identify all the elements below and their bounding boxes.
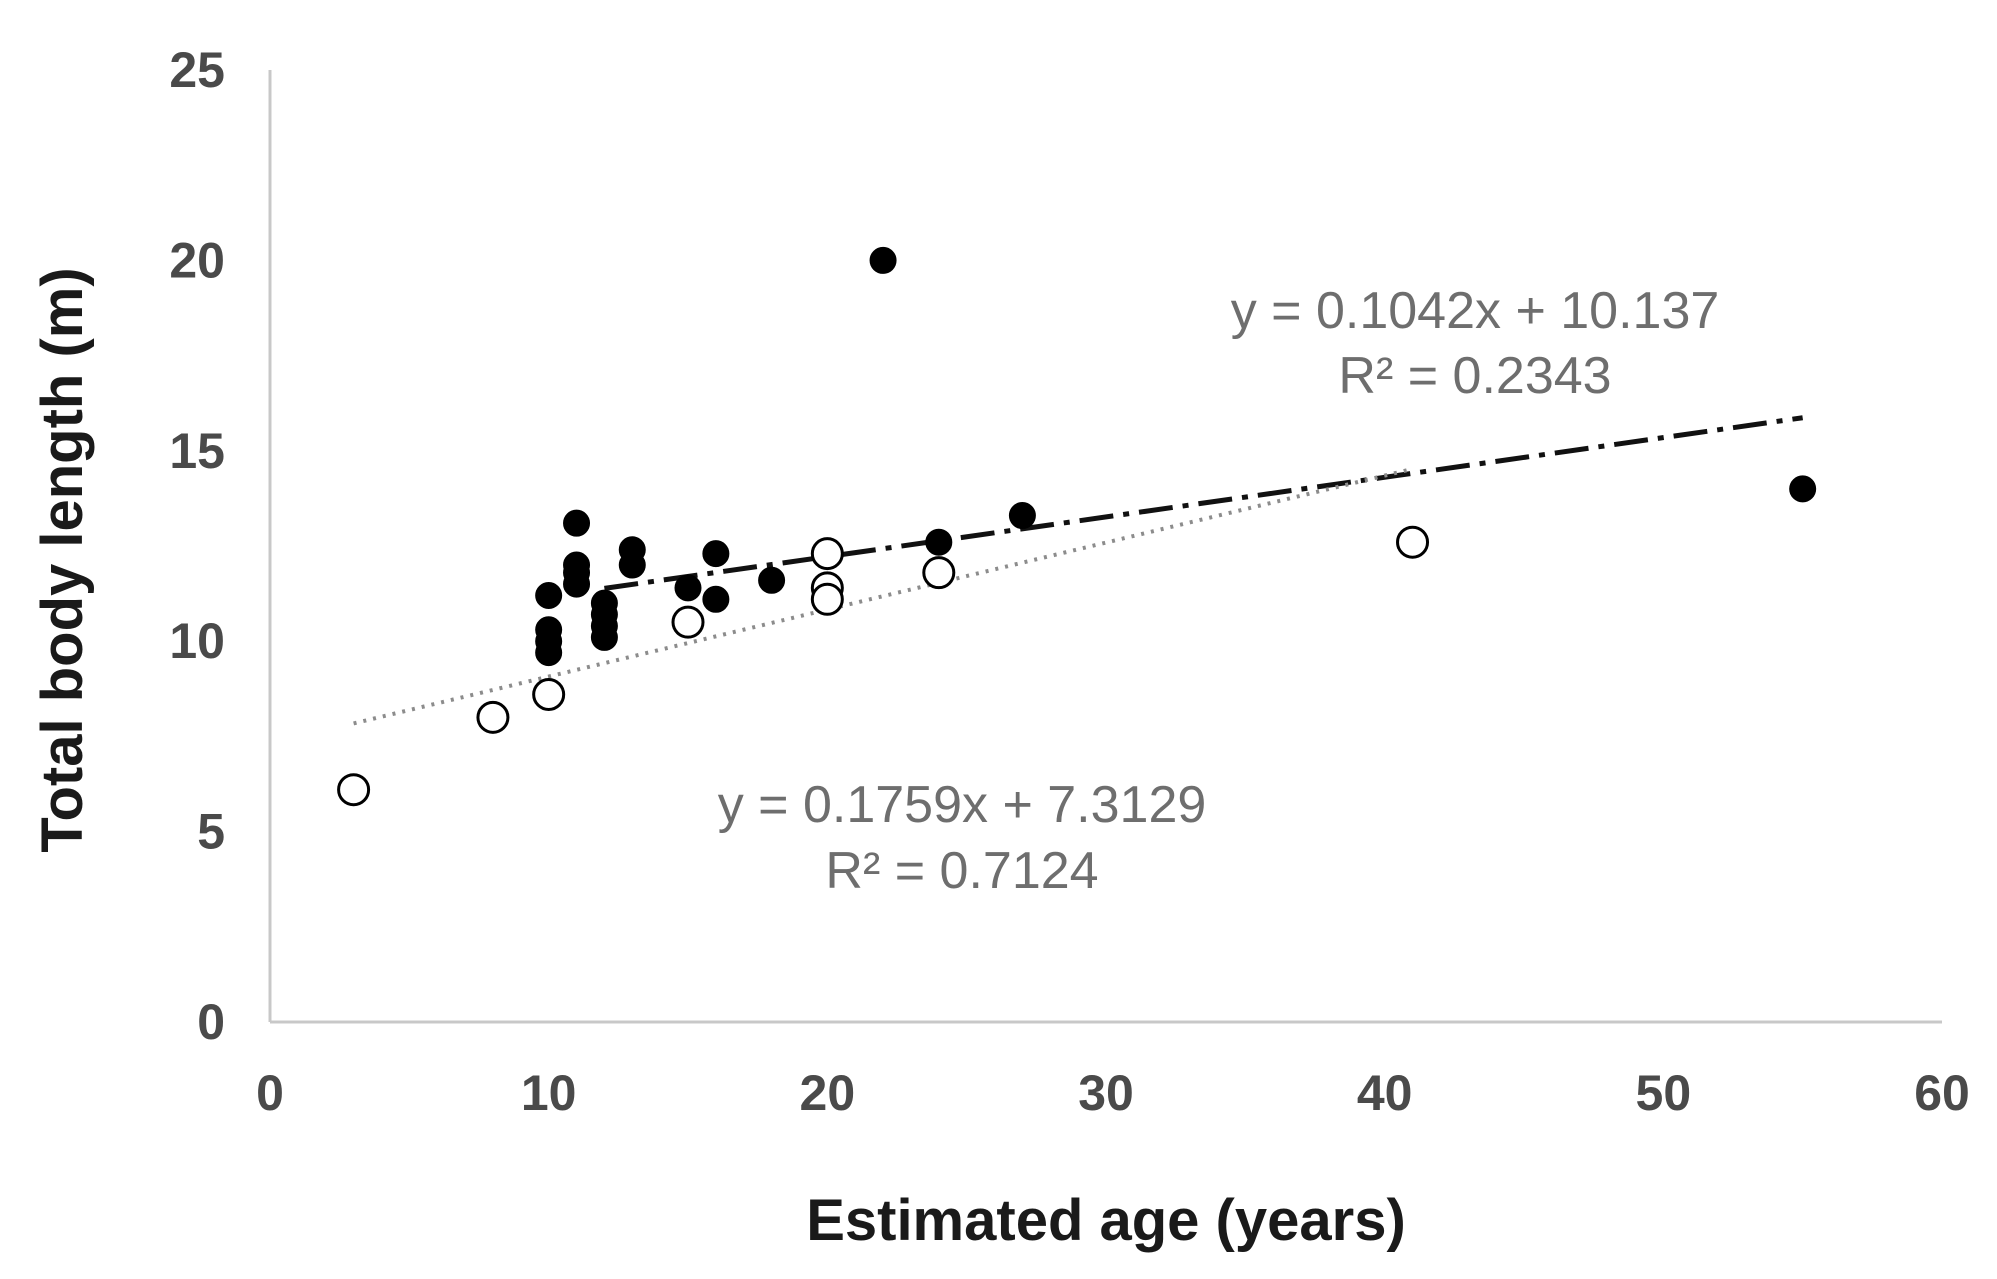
filled-data-point [869,246,897,274]
y-tick-label: 0 [197,994,225,1050]
filled-data-point [925,528,953,556]
trendlines [353,415,1804,726]
filled-trend-equation: y = 0.1042x + 10.137 [1231,282,1720,340]
x-tick-label: 50 [1636,1065,1692,1121]
open-data-point [922,556,956,590]
filled-data-point [535,639,563,667]
open-trend-r2: R² = 0.7124 [825,842,1098,900]
open-trendline [353,466,1414,726]
open-data-point [810,582,844,616]
open-data-point [671,605,705,639]
x-tick-label: 10 [521,1065,577,1121]
x-tick-label: 20 [800,1065,856,1121]
x-tick-label: 40 [1357,1065,1413,1121]
filled-data-point [590,623,618,651]
open-data-point [476,700,510,734]
x-axis-title: Estimated age (years) [806,1188,1406,1253]
axes [268,70,1942,1024]
filled-data-point [618,551,646,579]
filled-data-point [1789,475,1817,503]
filled-trendline [604,415,1804,591]
filled-data-point [758,566,786,594]
y-tick-label: 5 [197,804,225,860]
open-data-point [337,773,371,807]
y-tick-label: 25 [169,42,225,98]
x-tick-label: 0 [256,1065,284,1121]
filled-data-point [535,582,563,610]
open-data-point [810,537,844,571]
x-tick-label: 60 [1914,1065,1970,1121]
y-tick-label: 10 [169,613,225,669]
filled-data-point [702,540,730,568]
filled-data-point [1008,502,1036,530]
filled-data-point [674,574,702,602]
data-points [337,246,1817,807]
open-data-point [1396,525,1430,559]
filled-data-point [563,509,591,537]
filled-data-point [563,570,591,598]
y-tick-labels: 0 5 10 15 20 25 [169,42,225,1050]
x-tick-labels: 0 10 20 30 40 50 60 [256,1065,1970,1121]
y-axis-title: Total body length (m) [30,267,95,852]
open-data-point [532,678,566,712]
open-trend-equation: y = 0.1759x + 7.3129 [718,776,1207,834]
y-tick-label: 15 [169,423,225,479]
x-tick-label: 30 [1078,1065,1134,1121]
y-tick-label: 20 [169,232,225,288]
filled-data-point [702,585,730,613]
filled-trend-r2: R² = 0.2343 [1338,347,1611,405]
